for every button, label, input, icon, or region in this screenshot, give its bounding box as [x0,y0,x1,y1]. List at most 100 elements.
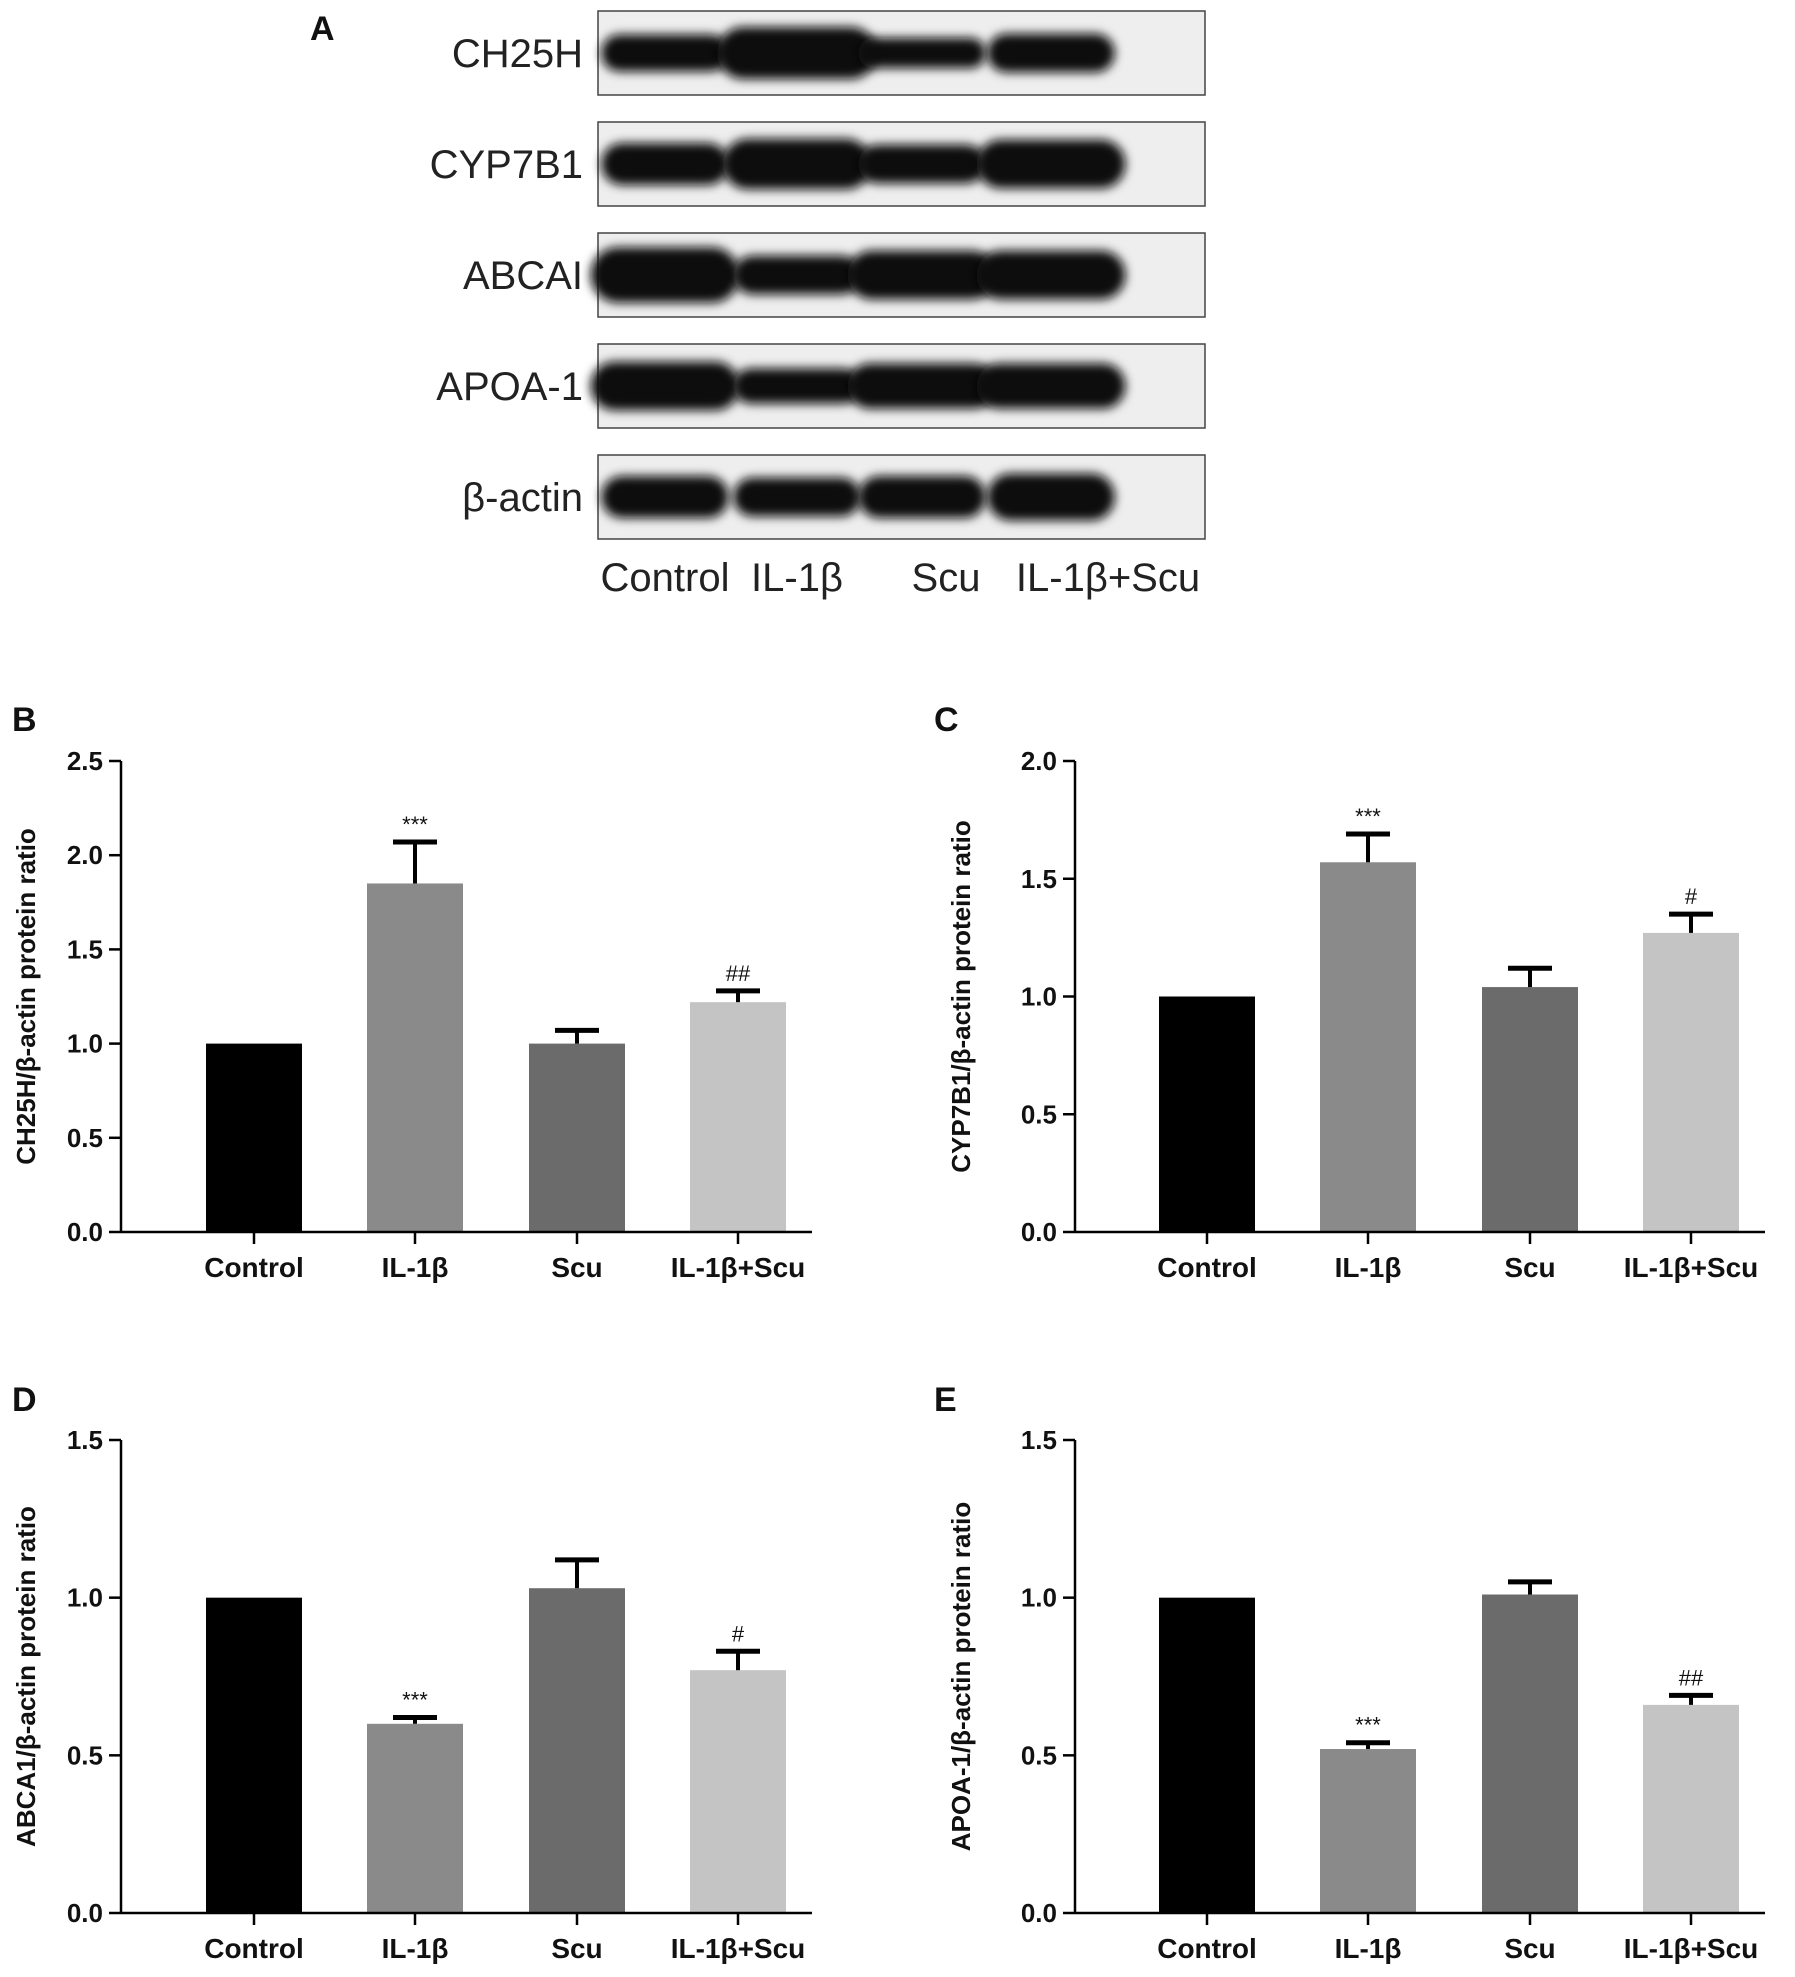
blot-band [601,143,729,185]
category-label: IL-1β [1335,1933,1402,1964]
bar-chart-e: E *** ## 0.0 0.5 1.0 1.5 Control IL-1β Scu IL-1β+S… [934,1381,1765,1964]
y-tick-label: 1.0 [67,1583,103,1613]
y-axis-title: APOA-1/β-actin protein ratio [946,1502,976,1852]
bar-chart-b: B *** ## 0.0 0.5 1.0 1.5 2.0 2.5 Control IL-1β Scu I… [11,701,812,1283]
blot-band [722,138,872,190]
bar [1320,1749,1416,1913]
y-tick-label: 1.5 [67,1425,103,1455]
blot-band [847,363,997,409]
blot-band [733,477,861,517]
y-tick-label: 0.0 [67,1898,103,1928]
western-blot-panel: A CH25H CYP7B1 ABCAI APOA-1 β-actin Control IL-… [310,10,1206,600]
category-label: IL-1β+Scu [1624,1933,1759,1964]
bar [529,1588,625,1913]
bar [206,1043,302,1232]
significance-label: # [1685,884,1698,909]
blot-band [733,368,861,404]
category-label: IL-1β [1335,1252,1402,1283]
blot-row-label: ABCAI [463,254,583,298]
blot-band [847,250,997,300]
y-tick-label: 0.0 [67,1217,103,1247]
category-label: IL-1β+Scu [1624,1252,1759,1283]
bar [1643,932,1739,1232]
blot-band [987,473,1115,521]
panel-letter-d: D [12,1381,37,1419]
category-label: Control [204,1933,304,1964]
bar [1159,1597,1255,1913]
blot-band [590,361,740,411]
category-label: Control [204,1252,304,1283]
blot-lane-label: IL-1β+Scu [1016,556,1200,600]
blot-band [858,476,986,518]
panel-letter-a: A [310,10,335,48]
bar-chart-d: D *** #0.0 0.5 1.0 1.5 Control IL-1β Scu IL-1β+Sc… [11,1381,812,1964]
category-label: Scu [551,1252,602,1283]
bar [206,1597,302,1913]
y-tick-label: 2.0 [1021,746,1057,776]
blot-band [858,144,986,184]
category-label: Scu [551,1933,602,1964]
blot-row-label: CYP7B1 [430,143,583,187]
y-axis-title: CH25H/β-actin protein ratio [11,828,41,1165]
y-tick-label: 0.0 [1021,1898,1057,1928]
bar [1482,987,1578,1232]
blot-band [590,247,740,303]
significance-label: ## [1679,1665,1704,1690]
blot-band [976,139,1126,189]
y-tick-label: 0.5 [67,1123,103,1153]
category-label: Control [1157,1252,1257,1283]
y-tick-label: 0.0 [1021,1217,1057,1247]
panel-letter-c: C [934,701,959,739]
bar [1482,1594,1578,1913]
blot-row-label: APOA-1 [436,365,583,409]
significance-label: *** [402,1687,428,1712]
category-label: IL-1β [382,1252,449,1283]
blot-band [976,363,1126,409]
blot-band [601,34,729,72]
y-tick-label: 1.0 [1021,1583,1057,1613]
category-label: IL-1β [382,1933,449,1964]
blot-row: CYP7B1 [430,121,1206,207]
y-tick-label: 2.5 [67,746,103,776]
y-tick-label: 0.5 [67,1740,103,1770]
y-tick-label: 1.5 [1021,1425,1057,1455]
panel-letter-b: B [12,701,37,739]
blot-band [733,255,861,295]
y-tick-label: 2.0 [67,840,103,870]
blot-row-label: CH25H [452,32,583,76]
y-tick-label: 1.5 [67,934,103,964]
significance-label: ## [726,961,751,986]
y-tick-label: 1.0 [67,1029,103,1059]
blot-row-label: β-actin [462,476,583,520]
blot-lane-label: Scu [912,556,981,600]
bar-chart-c: C *** #0.0 0.5 1.0 1.5 2.0 Control IL-1β Scu IL-1β… [934,701,1765,1283]
blot-row: ABCAI [463,232,1206,318]
y-axis-title: ABCA1/β-actin protein ratio [11,1506,41,1847]
bar [1643,1704,1739,1913]
significance-label: *** [402,812,428,837]
blot-lane-label: IL-1β [751,556,843,600]
category-label: Control [1157,1933,1257,1964]
blot-band [976,250,1126,300]
category-label: IL-1β+Scu [671,1252,806,1283]
significance-label: *** [1355,1713,1381,1738]
bar [367,883,463,1232]
blot-band [601,476,729,518]
category-label: IL-1β+Scu [671,1933,806,1964]
y-tick-label: 0.5 [1021,1740,1057,1770]
y-tick-label: 0.5 [1021,1099,1057,1129]
blot-band [717,26,877,80]
bar [529,1043,625,1232]
bar [690,1670,786,1913]
blot-row: APOA-1 [436,343,1206,429]
bar [367,1723,463,1913]
panel-letter-e: E [934,1381,957,1419]
significance-label: # [732,1621,745,1646]
blot-lane-label: Control [601,556,730,600]
bar [690,1002,786,1232]
y-tick-label: 1.0 [1021,982,1057,1012]
y-tick-label: 1.5 [1021,864,1057,894]
bar [1320,862,1416,1232]
